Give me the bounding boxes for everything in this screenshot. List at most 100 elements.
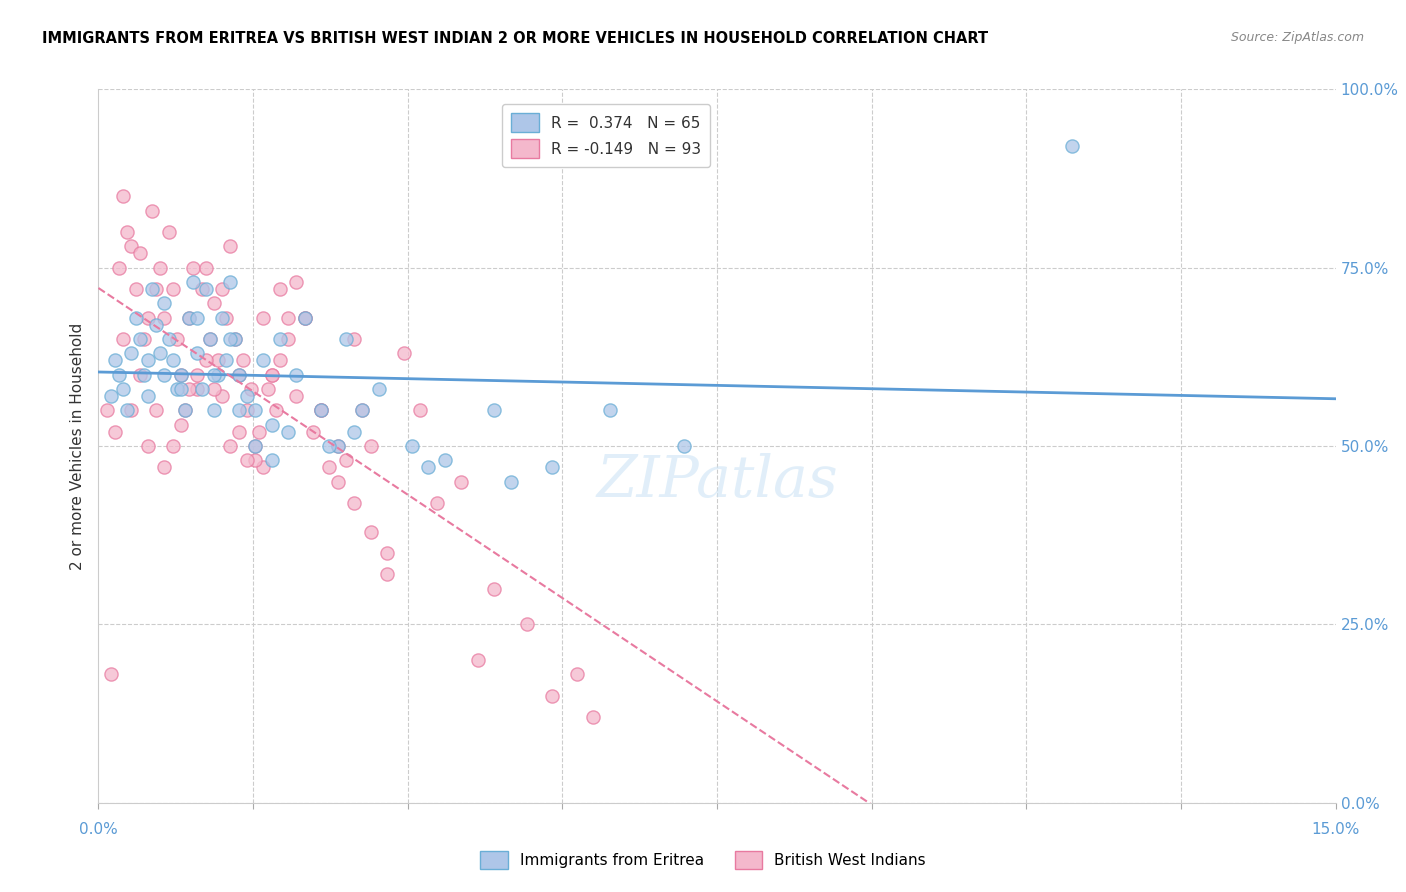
Point	[136, 310, 159, 325]
Point	[484, 582, 506, 596]
Point	[100, 667, 122, 681]
Point	[120, 239, 142, 253]
Point	[335, 453, 357, 467]
Point	[186, 346, 208, 360]
Point	[277, 425, 299, 439]
Point	[108, 368, 131, 382]
Point	[162, 282, 184, 296]
Point	[179, 310, 201, 325]
Point	[294, 310, 316, 325]
Point	[343, 496, 366, 510]
Point	[149, 260, 172, 275]
Point	[128, 246, 150, 260]
Text: IMMIGRANTS FROM ERITREA VS BRITISH WEST INDIAN 2 OR MORE VEHICLES IN HOUSEHOLD C: IMMIGRANTS FROM ERITREA VS BRITISH WEST …	[42, 31, 988, 46]
Point	[236, 403, 259, 417]
Point	[565, 667, 588, 681]
Point	[318, 439, 340, 453]
Point	[243, 403, 266, 417]
Point	[153, 460, 176, 475]
Point	[145, 282, 167, 296]
Point	[202, 368, 225, 382]
Point	[215, 310, 238, 325]
Point	[260, 453, 283, 467]
Point	[499, 475, 522, 489]
Point	[179, 382, 201, 396]
Point	[108, 260, 131, 275]
Point	[194, 353, 217, 368]
Point	[198, 332, 221, 346]
Point	[252, 353, 274, 368]
Point	[285, 389, 308, 403]
Point	[247, 425, 270, 439]
Point	[104, 353, 127, 368]
Point	[228, 368, 250, 382]
Point	[256, 382, 278, 396]
Point	[202, 382, 225, 396]
Point	[211, 310, 233, 325]
Point	[433, 453, 456, 467]
Point	[181, 275, 204, 289]
Point	[375, 567, 398, 582]
Point	[269, 282, 291, 296]
Point	[112, 382, 135, 396]
Point	[224, 332, 246, 346]
Text: 15.0%: 15.0%	[1312, 822, 1360, 837]
Point	[136, 353, 159, 368]
Point	[198, 332, 221, 346]
Point	[252, 310, 274, 325]
Point	[128, 332, 150, 346]
Point	[136, 439, 159, 453]
Point	[215, 353, 238, 368]
Point	[541, 689, 564, 703]
Point	[277, 332, 299, 346]
Point	[582, 710, 605, 724]
Point	[170, 382, 193, 396]
Point	[541, 460, 564, 475]
Point	[153, 296, 176, 310]
Point	[264, 403, 287, 417]
Legend: R =  0.374   N = 65, R = -0.149   N = 93: R = 0.374 N = 65, R = -0.149 N = 93	[502, 104, 710, 167]
Point	[260, 417, 283, 432]
Point	[157, 225, 180, 239]
Point	[132, 332, 155, 346]
Point	[202, 403, 225, 417]
Point	[409, 403, 432, 417]
Point	[467, 653, 489, 667]
Point	[141, 282, 163, 296]
Point	[516, 617, 538, 632]
Point	[392, 346, 415, 360]
Point	[599, 403, 621, 417]
Point	[352, 403, 374, 417]
Point	[162, 439, 184, 453]
Point	[224, 332, 246, 346]
Point	[117, 225, 139, 239]
Point	[360, 439, 382, 453]
Point	[252, 460, 274, 475]
Point	[219, 239, 242, 253]
Point	[309, 403, 332, 417]
Point	[326, 439, 349, 453]
Point	[309, 403, 332, 417]
Point	[426, 496, 449, 510]
Legend: Immigrants from Eritrea, British West Indians: Immigrants from Eritrea, British West In…	[474, 845, 932, 875]
Point	[207, 368, 229, 382]
Point	[190, 282, 212, 296]
Point	[132, 368, 155, 382]
Text: 0.0%: 0.0%	[79, 822, 118, 837]
Point	[243, 439, 266, 453]
Point	[112, 332, 135, 346]
Point	[228, 425, 250, 439]
Point	[484, 403, 506, 417]
Point	[166, 332, 188, 346]
Point	[100, 389, 122, 403]
Point	[124, 282, 146, 296]
Point	[194, 260, 217, 275]
Point	[211, 389, 233, 403]
Point	[207, 353, 229, 368]
Point	[450, 475, 472, 489]
Point	[326, 475, 349, 489]
Point	[260, 368, 283, 382]
Point	[179, 310, 201, 325]
Point	[170, 368, 193, 382]
Point	[136, 389, 159, 403]
